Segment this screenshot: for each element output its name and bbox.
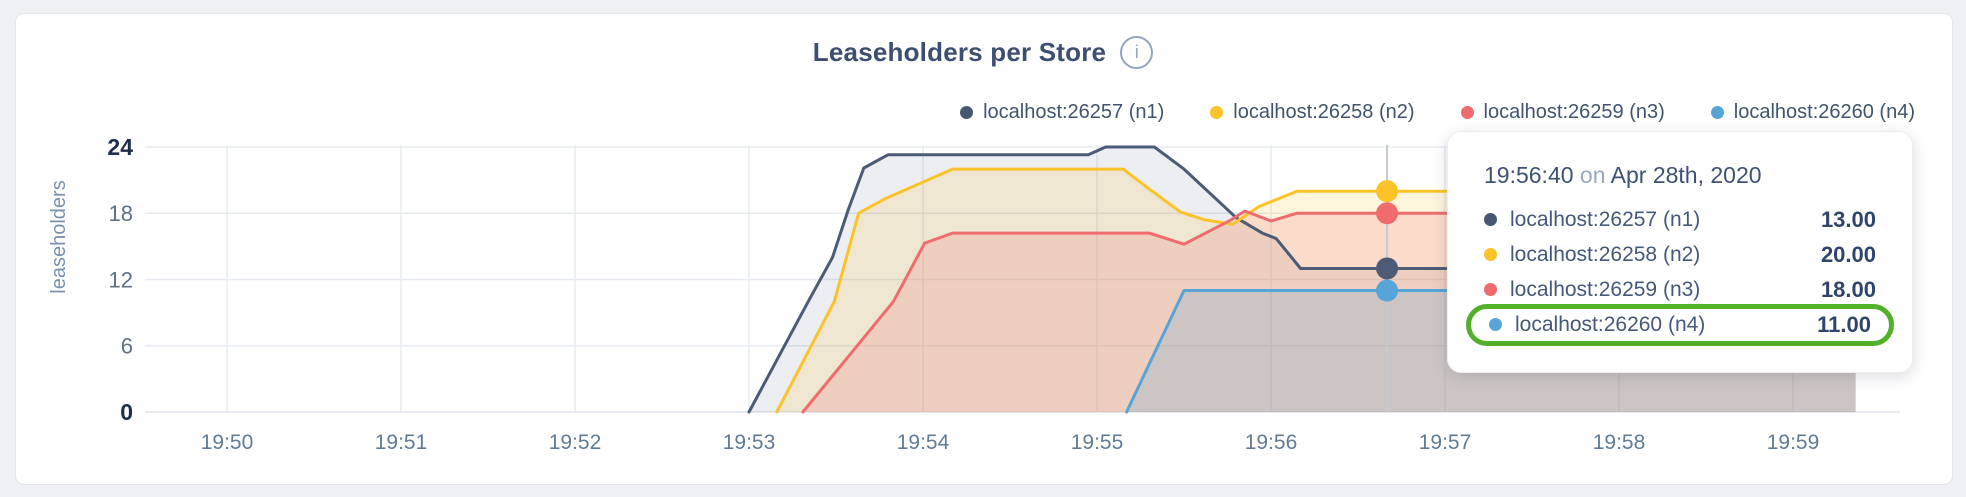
legend-label: localhost:26260 (n4) bbox=[1733, 101, 1915, 123]
x-axis-tick-label: 19:56 bbox=[1245, 431, 1298, 454]
x-axis-tick-label: 19:51 bbox=[375, 431, 428, 454]
tooltip-series-label: localhost:26259 (n3) bbox=[1510, 277, 1701, 301]
tooltip-series-value: 11.00 bbox=[1817, 311, 1871, 337]
tooltip-row-n3: localhost:26259 (n3) 18.00 bbox=[1484, 272, 1876, 307]
x-axis-tick-label: 19:54 bbox=[897, 431, 950, 454]
series-dot-icon bbox=[1484, 283, 1497, 296]
hover-value-dot bbox=[1376, 257, 1399, 280]
y-axis-tick-label: 18 bbox=[109, 201, 133, 226]
legend-dot-icon bbox=[1460, 106, 1474, 119]
x-axis-tick-label: 19:58 bbox=[1593, 431, 1646, 454]
series-line bbox=[775, 167, 1858, 414]
y-axis-tick-label: 6 bbox=[121, 334, 133, 359]
series-dot-icon bbox=[1489, 318, 1502, 331]
legend-dot-icon bbox=[960, 106, 974, 119]
legend-item-n2[interactable]: localhost:26258 (n2) bbox=[1210, 101, 1415, 124]
hover-tooltip: 19:56:40 on Apr 28th, 2020 localhost:262… bbox=[1447, 131, 1913, 373]
x-axis-tick-label: 19:50 bbox=[201, 431, 254, 454]
legend-dot-icon bbox=[1210, 106, 1224, 119]
y-axis-label: leaseholders bbox=[48, 180, 70, 293]
tooltip-series-label: localhost:26257 (n1) bbox=[1510, 207, 1701, 231]
x-axis-tick-label: 19:55 bbox=[1071, 431, 1124, 454]
tooltip-timestamp: 19:56:40 on Apr 28th, 2020 bbox=[1484, 162, 1876, 188]
tooltip-series-value: 13.00 bbox=[1820, 206, 1876, 232]
tooltip-date: Apr 28th, 2020 bbox=[1610, 162, 1762, 188]
info-icon[interactable]: i bbox=[1120, 36, 1154, 69]
tooltip-time: 19:56:40 bbox=[1484, 162, 1574, 188]
legend-label: localhost:26258 (n2) bbox=[1233, 101, 1415, 123]
tooltip-row-n4 highlight-ring: localhost:26260 (n4) 11.00 bbox=[1466, 303, 1894, 346]
x-axis-tick-label: 19:52 bbox=[549, 431, 602, 454]
legend-label: localhost:26257 (n1) bbox=[983, 101, 1165, 123]
series-dot-icon bbox=[1484, 213, 1497, 226]
legend-dot-icon bbox=[1710, 106, 1724, 119]
series-line bbox=[801, 209, 1858, 414]
y-axis-tick-label: 24 bbox=[107, 134, 133, 160]
tooltip-conjunction: on bbox=[1579, 162, 1606, 188]
y-axis-tick-label: 12 bbox=[109, 267, 133, 292]
hover-value-dot bbox=[1376, 279, 1399, 302]
x-axis-tick-label: 19:53 bbox=[723, 431, 776, 454]
tooltip-row-n1: localhost:26257 (n1) 13.00 bbox=[1484, 202, 1876, 237]
hover-value-dot bbox=[1376, 180, 1399, 203]
legend-item-n4[interactable]: localhost:26260 (n4) bbox=[1710, 101, 1915, 124]
x-axis-tick-label: 19:59 bbox=[1767, 431, 1820, 454]
series-dot-icon bbox=[1484, 248, 1497, 261]
tooltip-series-value: 18.00 bbox=[1820, 276, 1876, 302]
tooltip-series-value: 20.00 bbox=[1820, 241, 1876, 267]
tooltip-series-label: localhost:26258 (n2) bbox=[1510, 242, 1701, 266]
x-axis-tick-label: 19:57 bbox=[1419, 431, 1472, 454]
tooltip-row-n2: localhost:26258 (n2) 20.00 bbox=[1484, 237, 1876, 272]
legend-item-n3[interactable]: localhost:26259 (n3) bbox=[1460, 101, 1665, 124]
tooltip-series-label: localhost:26260 (n4) bbox=[1515, 312, 1706, 336]
legend-item-n1[interactable]: localhost:26257 (n1) bbox=[960, 101, 1164, 124]
y-axis-tick-label: 0 bbox=[120, 399, 133, 425]
hover-value-dot bbox=[1376, 202, 1399, 225]
legend-label: localhost:26259 (n3) bbox=[1483, 101, 1665, 123]
series-line bbox=[747, 145, 1858, 414]
chart-legend: localhost:26257 (n1) localhost:26258 (n2… bbox=[960, 101, 1915, 124]
